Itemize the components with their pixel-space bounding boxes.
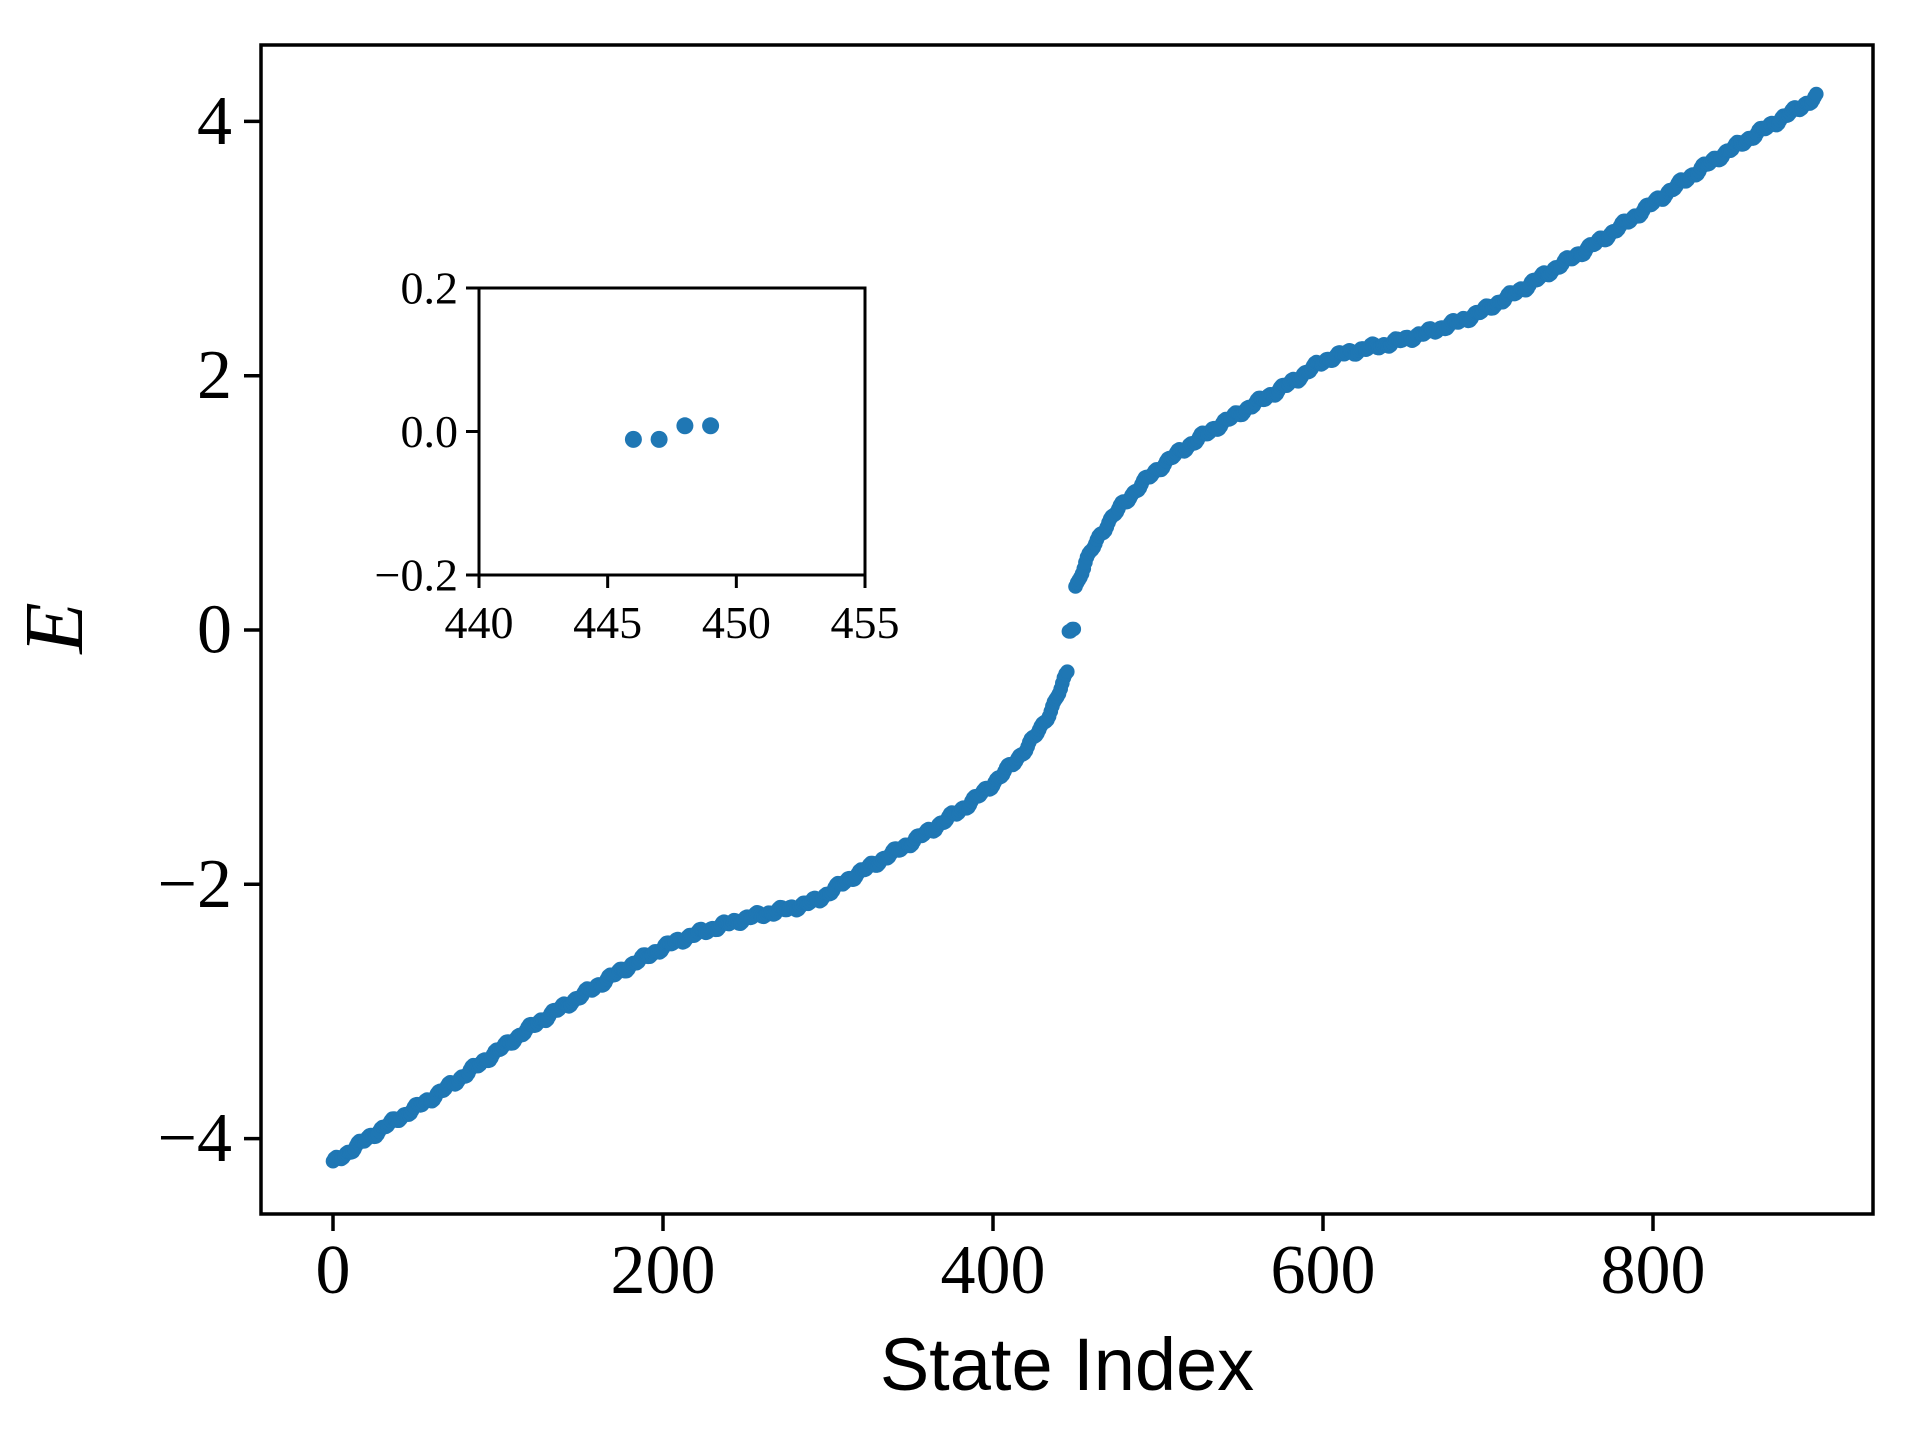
inset-y-tick-label: 0.0 — [401, 406, 459, 457]
y-tick-label: −4 — [158, 1100, 232, 1177]
y-tick-label: 0 — [197, 592, 232, 669]
y-axis-label: E — [8, 602, 101, 654]
inset-data-point — [676, 417, 694, 435]
x-tick-label: 200 — [611, 1232, 716, 1309]
inset-y-axis-ticks: −0.2 0.0 0.2 — [375, 263, 479, 601]
x-tick-label: 600 — [1271, 1232, 1376, 1309]
x-axis-ticks: 0 200 400 600 800 — [316, 1214, 1706, 1309]
inset-plot-frame — [477, 286, 867, 577]
y-tick-label: 4 — [197, 83, 232, 160]
main-scatter-series — [325, 86, 1824, 1169]
data-point — [1066, 621, 1082, 637]
y-axis-ticks: −4 −2 0 2 4 — [158, 83, 261, 1177]
inset-y-tick-label: −0.2 — [375, 550, 458, 601]
data-point — [1060, 664, 1075, 679]
y-tick-label: 2 — [197, 337, 232, 414]
inset-x-tick-label: 440 — [445, 597, 514, 648]
inset-x-tick-label: 450 — [702, 597, 771, 648]
inset-x-tick-label: 445 — [573, 597, 642, 648]
inset-x-tick-label: 455 — [831, 597, 900, 648]
inset-x-axis-ticks: 440 445 450 455 — [445, 575, 900, 648]
inset-data-point — [624, 430, 642, 448]
inset-data-point — [650, 430, 668, 448]
x-tick-label: 0 — [316, 1232, 351, 1309]
inset-data-point — [702, 417, 720, 435]
data-point — [1809, 86, 1824, 102]
inset-scatter-series — [624, 417, 720, 448]
x-axis-label: State Index — [880, 1323, 1254, 1406]
y-tick-label: −2 — [158, 846, 232, 923]
inset-y-tick-label: 0.2 — [401, 263, 459, 314]
x-tick-label: 400 — [941, 1232, 1046, 1309]
x-tick-label: 800 — [1601, 1232, 1706, 1309]
